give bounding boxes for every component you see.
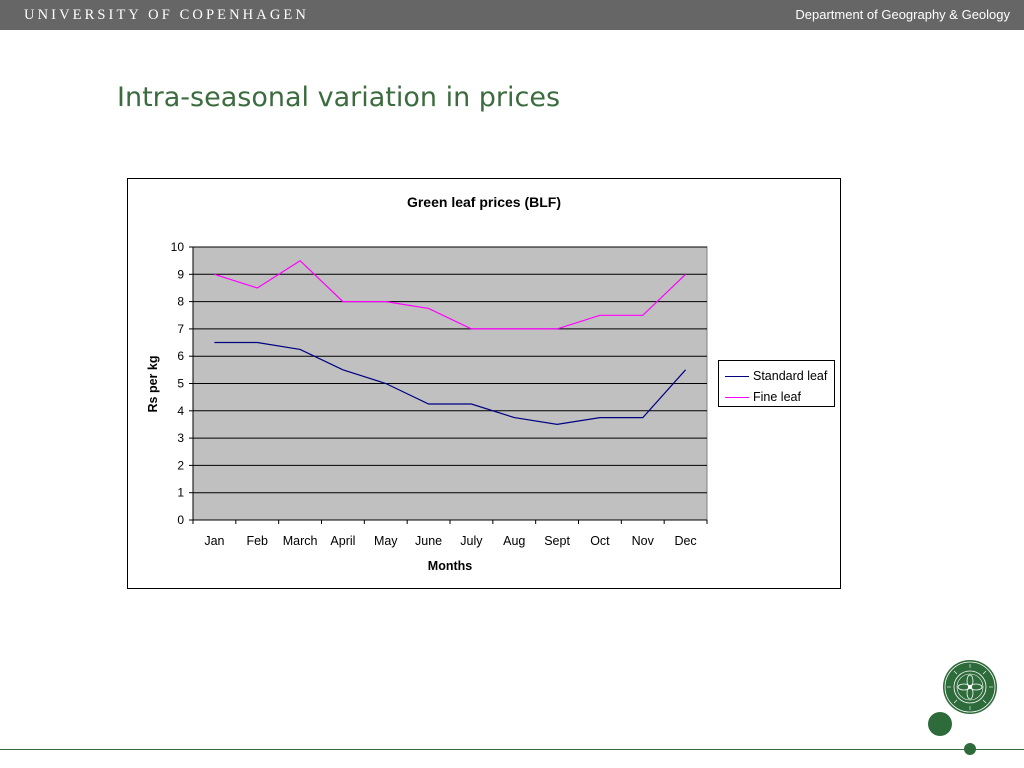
y-axis-title: Rs per kg [146,356,160,413]
chart-container: Green leaf prices (BLF) 0 1 2 3 4 5 6 7 8 9 10 Jan… [127,178,841,589]
y-tick-label: 2 [177,458,184,472]
x-tick-label: May [374,534,398,548]
gridlines [193,246,707,494]
x-tick-label: Jan [204,534,224,548]
decorative-dot-small [964,743,976,755]
x-tick-label: Oct [590,534,610,548]
decorative-dot-large [928,712,952,736]
x-tick-label: July [460,534,483,548]
x-tick-label: Feb [246,534,268,548]
header-bar: UNIVERSITY OF COPENHAGEN Department of G… [0,0,1024,30]
university-name: UNIVERSITY OF COPENHAGEN [24,7,309,23]
y-tick-label: 0 [177,513,184,527]
x-axis-ticks: Jan Feb March April May June July Aug Sept Oct Nov… [192,520,708,548]
x-tick-label: June [415,534,442,548]
legend-item-standard-leaf: Standard leaf [725,369,827,383]
y-axis-ticks: 0 1 2 3 4 5 6 7 8 9 10 [171,240,193,527]
legend-label-standard-leaf: Standard leaf [753,369,828,383]
series-line-standard-leaf [214,341,687,426]
x-tick-label: Nov [632,534,655,548]
department-name: Department of Geography & Geology [795,7,1010,22]
x-tick-label: March [283,534,318,548]
x-tick-label: Aug [503,534,525,548]
legend-swatch-fine-leaf [725,396,749,398]
y-tick-label: 10 [171,240,185,254]
y-tick-label: 6 [177,349,184,363]
line-chart: Green leaf prices (BLF) 0 1 2 3 4 5 6 7 8 9 10 Jan… [146,194,708,573]
y-tick-label: 3 [177,431,184,445]
series-lines [214,259,687,426]
legend-swatch-standard-leaf [725,375,749,377]
y-tick-label: 5 [177,377,184,391]
series-line-fine-leaf [214,259,687,330]
chart-title: Green leaf prices (BLF) [407,194,561,210]
footer-rule [0,749,1024,750]
y-tick-label: 4 [177,404,184,418]
y-tick-label: 1 [177,486,184,500]
university-seal-icon [943,660,997,714]
slide-title: Intra-seasonal variation in prices [117,82,561,113]
x-tick-label: April [330,534,355,548]
chart-legend: Standard leaf Fine leaf [718,360,835,407]
y-tick-label: 8 [177,295,184,309]
legend-item-fine-leaf: Fine leaf [725,390,801,404]
y-tick-label: 7 [177,322,184,336]
x-tick-label: Sept [544,534,570,548]
x-tick-label: Dec [674,534,696,548]
y-tick-label: 9 [177,267,184,281]
x-axis-title: Months [428,559,472,573]
legend-label-fine-leaf: Fine leaf [753,390,801,404]
